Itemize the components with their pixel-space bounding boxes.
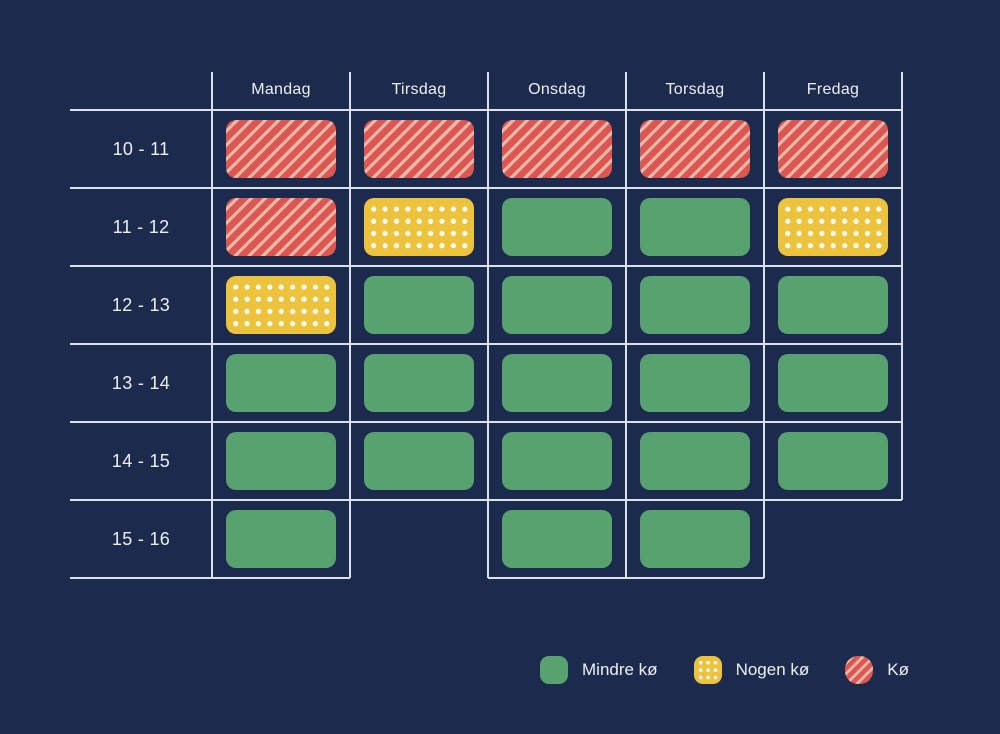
day-header-fredag: Fredag bbox=[806, 81, 860, 98]
legend: Mindre kø Nogen kø Kø bbox=[540, 656, 909, 684]
queue-cell bbox=[640, 120, 750, 178]
queue-cell bbox=[640, 276, 750, 334]
time-slot-label: 14 - 15 bbox=[111, 450, 171, 471]
queue-cell bbox=[364, 120, 474, 178]
legend-swatch-mindre-icon bbox=[540, 656, 568, 684]
queue-cell bbox=[502, 198, 612, 256]
queue-cell bbox=[502, 510, 612, 568]
queue-cell bbox=[502, 276, 612, 334]
grid-line-vertical bbox=[211, 72, 213, 578]
queue-cell bbox=[778, 432, 888, 490]
grid-line-horizontal bbox=[70, 499, 902, 501]
day-header-torsdag: Torsdag bbox=[665, 81, 725, 98]
legend-item-mindre: Mindre kø bbox=[540, 656, 658, 684]
queue-cell bbox=[364, 276, 474, 334]
grid-line-horizontal bbox=[70, 187, 902, 189]
time-slot-label: 15 - 16 bbox=[111, 528, 171, 549]
grid-line-vertical bbox=[763, 72, 765, 578]
queue-cell bbox=[640, 432, 750, 490]
queue-cell bbox=[502, 432, 612, 490]
grid-line-horizontal bbox=[70, 265, 902, 267]
grid-line-vertical bbox=[901, 72, 903, 500]
grid-line-horizontal bbox=[70, 421, 902, 423]
queue-cell bbox=[226, 276, 336, 334]
legend-label: Kø bbox=[887, 660, 910, 679]
queue-cell bbox=[226, 120, 336, 178]
legend-label: Mindre kø bbox=[582, 660, 658, 679]
grid-line-horizontal bbox=[70, 343, 902, 345]
grid-line-vertical bbox=[349, 72, 351, 578]
grid-line-horizontal bbox=[70, 109, 902, 111]
queue-cell bbox=[226, 354, 336, 412]
queue-cell bbox=[640, 510, 750, 568]
queue-cell bbox=[640, 354, 750, 412]
time-slot-label: 12 - 13 bbox=[111, 294, 171, 315]
legend-item-nogen: Nogen kø bbox=[693, 656, 810, 684]
queue-cell bbox=[778, 120, 888, 178]
queue-cell bbox=[778, 276, 888, 334]
grid-line-horizontal bbox=[488, 577, 764, 579]
queue-cell bbox=[226, 198, 336, 256]
queue-cell bbox=[226, 432, 336, 490]
queue-cell bbox=[502, 120, 612, 178]
queue-cell bbox=[778, 354, 888, 412]
queue-cell bbox=[640, 198, 750, 256]
legend-swatch-ko-icon bbox=[845, 656, 874, 684]
legend-item-ko: Kø bbox=[845, 656, 909, 684]
legend-label: Nogen kø bbox=[735, 660, 810, 679]
time-slot-label: 11 - 12 bbox=[112, 216, 170, 237]
legend-swatch-nogen-icon bbox=[693, 656, 722, 684]
queue-cell bbox=[364, 432, 474, 490]
day-header-tirsdag: Tirsdag bbox=[391, 81, 447, 98]
queue-cell bbox=[778, 198, 888, 256]
time-slot-label: 10 - 11 bbox=[112, 138, 170, 159]
queue-cell bbox=[226, 510, 336, 568]
queue-cell bbox=[364, 354, 474, 412]
queue-cell bbox=[502, 354, 612, 412]
time-slot-label: 13 - 14 bbox=[111, 372, 171, 393]
day-header-onsdag: Onsdag bbox=[528, 81, 586, 98]
grid-line-horizontal bbox=[70, 577, 350, 579]
grid-line-vertical bbox=[625, 72, 627, 578]
grid-line-vertical bbox=[487, 72, 489, 578]
day-header-mandag: Mandag bbox=[251, 81, 311, 98]
queue-cell bbox=[364, 198, 474, 256]
